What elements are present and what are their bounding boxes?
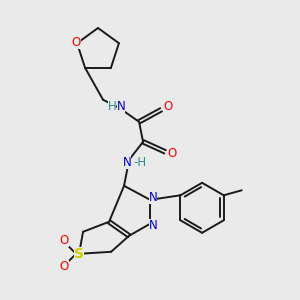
Text: N: N <box>149 219 158 232</box>
Text: O: O <box>59 260 69 273</box>
Text: N: N <box>123 156 131 169</box>
Text: S: S <box>74 247 84 261</box>
Text: -H: -H <box>134 156 147 169</box>
Text: O: O <box>164 100 173 113</box>
Text: O: O <box>167 147 177 160</box>
Text: O: O <box>59 234 69 247</box>
Text: H: H <box>108 100 116 113</box>
Text: O: O <box>71 36 81 49</box>
Text: N: N <box>149 191 158 204</box>
Text: N: N <box>117 100 125 113</box>
